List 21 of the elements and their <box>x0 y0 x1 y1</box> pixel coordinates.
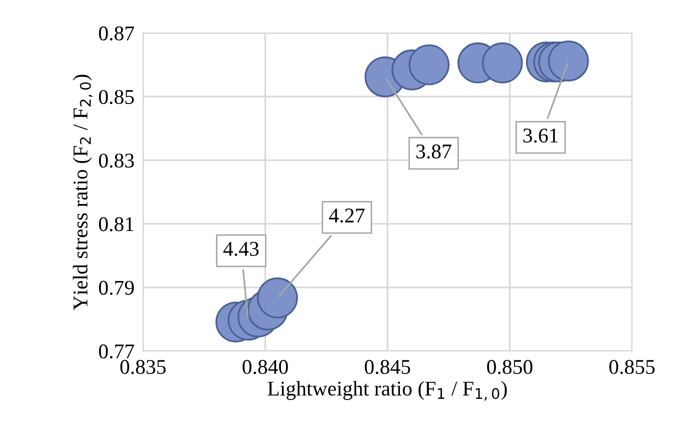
y-tick-label: 0.77 <box>99 344 134 359</box>
annotation: 4.43 <box>223 242 259 256</box>
y-axis-title: Yield stress ratio (F$_{2}$ / F$_{2,0}$) <box>72 74 92 310</box>
y-tick-label: 0.83 <box>99 154 134 168</box>
y-tick-label: 0.79 <box>99 280 134 295</box>
x-tick-label: 0.850 <box>487 360 532 374</box>
x-axis-title: Lightweight ratio (F$_{1}$ / F$_{1,0}$) <box>268 381 507 401</box>
point <box>408 44 450 86</box>
x-tick-label: 0.855 <box>609 360 655 374</box>
y-tick-label: 0.87 <box>99 26 134 41</box>
y-tick-label: 0.81 <box>99 217 134 232</box>
x-tick-label: 0.835 <box>120 360 166 374</box>
annotation: 4.27 <box>329 208 365 223</box>
annotation: 3.61 <box>523 128 558 143</box>
y-tick-label: 0.85 <box>99 90 134 104</box>
x-tick-label: 0.840 <box>242 360 288 374</box>
x-tick-label: 0.845 <box>364 360 410 374</box>
point <box>257 277 298 318</box>
point <box>482 42 523 84</box>
point <box>548 40 589 82</box>
annotation: 3.87 <box>416 144 452 159</box>
